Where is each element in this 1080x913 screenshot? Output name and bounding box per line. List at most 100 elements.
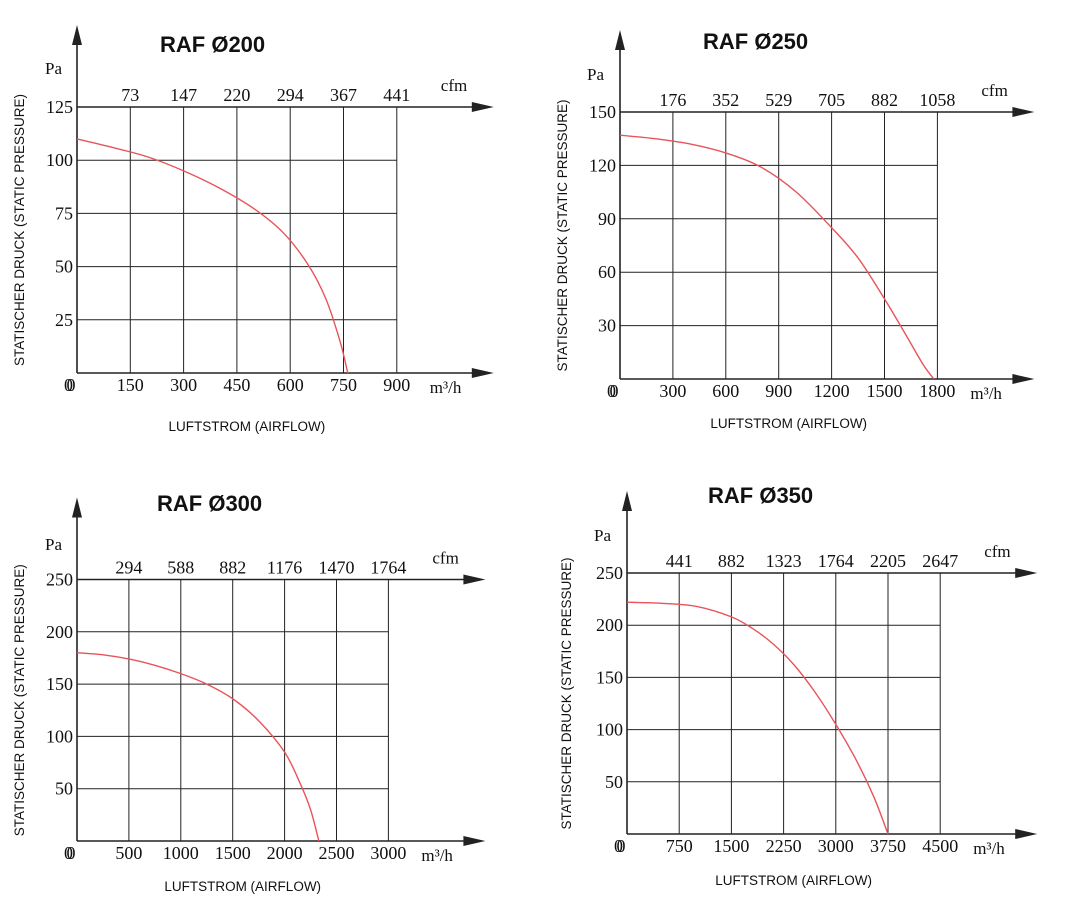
chart-2-y-tick-label: 90 <box>598 209 616 229</box>
chart-2-y-tick-label: 30 <box>598 316 616 336</box>
chart-1-pressure-curve <box>76 138 349 374</box>
chart-2-y-tick-label: 60 <box>598 262 616 282</box>
chart-4-top-tick-label: 882 <box>718 551 745 571</box>
chart-3-x-label: LUFTSTROM (AIRFLOW) <box>164 879 321 894</box>
chart-3-top-tick-label: 1764 <box>370 558 406 578</box>
chart-1-top-tick-label: 147 <box>170 85 197 105</box>
chart-3-x-tick-label: 1500 <box>215 843 251 863</box>
chart-3-y-tick-label: 250 <box>46 570 73 590</box>
chart-2-top-axis-arrow <box>1012 107 1035 117</box>
chart-3-x-tick-label: 0 <box>67 843 76 863</box>
chart-1-x-axis-arrow <box>471 368 494 378</box>
chart-4-top-tick-label: 2205 <box>870 551 906 571</box>
chart-2-pressure-curve <box>619 134 935 380</box>
chart-2-x-axis-arrow <box>1012 374 1035 384</box>
chart-1-top-tick-label: 220 <box>223 85 250 105</box>
chart-4-y-axis-arrow <box>622 491 632 511</box>
chart-1-x-tick-label: 600 <box>277 375 304 395</box>
chart-2-top-tick-label: 882 <box>871 90 898 110</box>
chart-2-top-tick-label: 529 <box>765 90 792 110</box>
chart-3-x-tick-label: 2500 <box>319 843 355 863</box>
chart-2-x-tick-label: 1200 <box>814 381 850 401</box>
chart-1-x-tick-label: 900 <box>383 375 410 395</box>
chart-4-x-unit: m³/h <box>973 839 1005 858</box>
chart-4-top-tick-label: 1764 <box>818 551 854 571</box>
chart-2-x-tick-label: 300 <box>659 381 686 401</box>
chart-1-x-tick-label: 450 <box>223 375 250 395</box>
chart-4-x-label: LUFTSTROM (AIRFLOW) <box>715 873 872 888</box>
chart-1-top-tick-label: 441 <box>383 85 410 105</box>
chart-4-y-tick-label: 50 <box>605 772 623 792</box>
chart-2-x-tick-label: 600 <box>712 381 739 401</box>
chart-3-top-unit: cfm <box>432 549 458 568</box>
chart-3-x-tick-label: 3000 <box>370 843 406 863</box>
chart-3-top-tick-label: 588 <box>167 558 194 578</box>
chart-3-top-tick-label: 882 <box>219 558 246 578</box>
chart-2-x-tick-label: 1500 <box>867 381 903 401</box>
chart-1-top-tick-label: 367 <box>330 85 357 105</box>
chart-4-pressure-curve <box>626 601 889 835</box>
chart-3-y-tick-label: 100 <box>46 726 73 746</box>
chart-1-y-axis-arrow <box>72 25 82 45</box>
chart-2-x-tick-label: 0 <box>610 381 619 401</box>
chart-2-top-tick-label: 705 <box>818 90 845 110</box>
chart-4-title: RAF Ø350 <box>708 483 813 508</box>
chart-2-title: RAF Ø250 <box>703 29 808 54</box>
chart-2-x-tick-label: 1800 <box>919 381 955 401</box>
chart-3-title: RAF Ø300 <box>157 491 262 516</box>
chart-4-x-tick-label: 3000 <box>818 836 854 856</box>
chart-1-y-tick-label: 75 <box>55 203 73 223</box>
chart-2-y-tick-label: 150 <box>589 102 616 122</box>
chart-3-y-tick-label: 0 <box>64 843 73 863</box>
chart-3-top-axis-arrow <box>463 574 486 585</box>
chart-1-y-tick-label: 0 <box>64 375 73 395</box>
chart-2-x-label: LUFTSTROM (AIRFLOW) <box>710 416 867 431</box>
chart-1-y-tick-label: 25 <box>55 310 73 330</box>
chart-4-y-tick-label: 150 <box>596 667 623 687</box>
chart-3-y-label: STATISCHER DRUCK (STATIC PRESSURE) <box>12 564 27 836</box>
chart-4-top-axis-arrow <box>1015 568 1038 578</box>
chart-3-y-axis-arrow <box>72 497 82 518</box>
chart-4-y-tick-label: 0 <box>614 836 623 856</box>
chart-1-top-unit: cfm <box>441 76 467 95</box>
chart-3-y-tick-label: 150 <box>46 674 73 694</box>
chart-1-x-label: LUFTSTROM (AIRFLOW) <box>169 419 326 434</box>
chart-2-x-tick-label: 900 <box>765 381 792 401</box>
chart-1-x-tick-label: 300 <box>170 375 197 395</box>
chart-2-y-axis-arrow <box>615 30 625 50</box>
chart-3-x-unit: m³/h <box>421 846 453 865</box>
chart-2-y-tick-label: 0 <box>607 381 616 401</box>
chart-4-x-tick-label: 4500 <box>922 836 958 856</box>
chart-1-y-tick-label: 125 <box>46 97 73 117</box>
chart-4-x-tick-label: 1500 <box>713 836 749 856</box>
chart-4-y-tick-label: 200 <box>596 615 623 635</box>
chart-4-y-unit: Pa <box>594 526 611 545</box>
chart-4-x-tick-label: 3750 <box>870 836 906 856</box>
chart-4-x-axis-arrow <box>1015 829 1038 839</box>
chart-4-x-tick-label: 750 <box>666 836 693 856</box>
chart-1-x-tick-label: 750 <box>330 375 357 395</box>
chart-3-top-tick-label: 294 <box>115 558 142 578</box>
chart-4-x-tick-label: 0 <box>617 836 626 856</box>
chart-3-x-tick-label: 1000 <box>163 843 199 863</box>
chart-1-y-tick-label: 50 <box>55 257 73 277</box>
chart-3-pressure-curve <box>76 652 320 842</box>
chart-4-y-tick-label: 100 <box>596 720 623 740</box>
chart-2-y-unit: Pa <box>587 65 604 84</box>
chart-1-x-tick-label: 0 <box>67 375 76 395</box>
chart-1-x-tick-label: 150 <box>117 375 144 395</box>
chart-3-x-axis-arrow <box>463 836 486 846</box>
chart-2-y-tick-label: 120 <box>589 155 616 175</box>
chart-2-top-tick-label: 176 <box>659 90 686 110</box>
chart-4-top-tick-label: 1323 <box>766 551 802 571</box>
chart-3-top-tick-label: 1176 <box>267 558 302 578</box>
chart-1-y-tick-label: 100 <box>46 150 73 170</box>
chart-2-top-tick-label: 352 <box>712 90 739 110</box>
chart-1-top-tick-label: 294 <box>277 85 304 105</box>
chart-3-y-tick-label: 200 <box>46 622 73 642</box>
chart-4-y-label: STATISCHER DRUCK (STATIC PRESSURE) <box>559 557 574 829</box>
chart-4-y-tick-label: 250 <box>596 563 623 583</box>
chart-1-y-label: STATISCHER DRUCK (STATIC PRESSURE) <box>12 94 27 366</box>
chart-4-top-unit: cfm <box>984 542 1010 561</box>
